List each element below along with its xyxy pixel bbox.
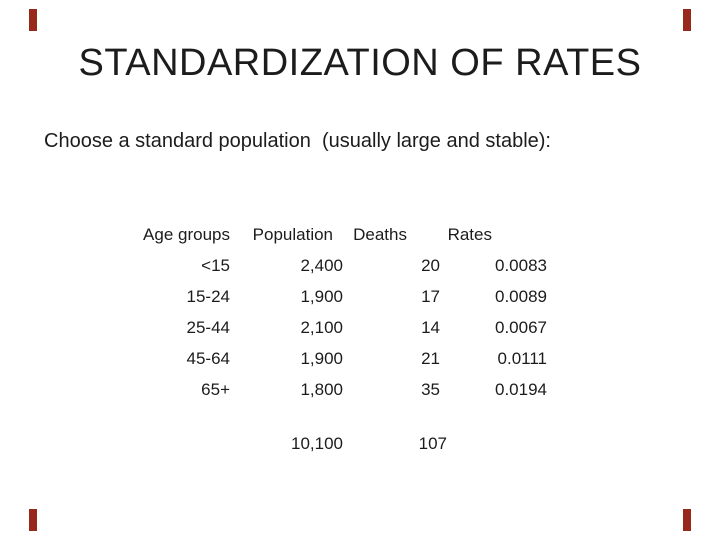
age-group-value: 25-44 bbox=[186, 318, 230, 337]
edge-dash-bottom-right-icon bbox=[683, 509, 691, 531]
table-row: 45-64 1,900 21 0.0111 bbox=[135, 348, 547, 379]
deaths-value: 20 bbox=[421, 256, 440, 275]
edge-dash-top-right-icon bbox=[683, 9, 691, 31]
table-totals-row: 10,100 107 bbox=[135, 433, 547, 464]
total-population-value: 10,100 bbox=[291, 434, 343, 453]
edge-dash-bottom-left-icon bbox=[29, 509, 37, 531]
table-row: 65+ 1,800 35 0.0194 bbox=[135, 379, 547, 410]
deaths-value: 35 bbox=[421, 380, 440, 399]
age-group-value: <15 bbox=[201, 256, 230, 275]
age-group-value: 45-64 bbox=[186, 349, 230, 368]
header-age-groups: Age groups bbox=[143, 225, 230, 244]
population-value: 2,100 bbox=[300, 318, 343, 337]
header-deaths: Deaths bbox=[353, 225, 407, 244]
deaths-value: 17 bbox=[421, 287, 440, 306]
rate-value: 0.0067 bbox=[495, 318, 547, 337]
population-value: 1,900 bbox=[300, 287, 343, 306]
slide-subtitle: Choose a standard population (usually la… bbox=[44, 130, 551, 152]
edge-dash-top-left-icon bbox=[29, 9, 37, 31]
rate-value: 0.0089 bbox=[495, 287, 547, 306]
rate-value: 0.0194 bbox=[495, 380, 547, 399]
rate-value: 0.0083 bbox=[495, 256, 547, 275]
population-value: 2,400 bbox=[300, 256, 343, 275]
rate-value: 0.0111 bbox=[497, 349, 547, 368]
population-value: 1,900 bbox=[300, 349, 343, 368]
table-row: 25-44 2,100 14 0.0067 bbox=[135, 317, 547, 348]
table-header-row: Age groups Population Deaths Rates bbox=[135, 224, 547, 255]
header-population: Population bbox=[252, 225, 333, 244]
standard-population-table: Age groups Population Deaths Rates <15 2… bbox=[135, 224, 547, 464]
population-value: 1,800 bbox=[300, 380, 343, 399]
age-group-value: 65+ bbox=[201, 380, 230, 399]
slide-title: STANDARDIZATION OF RATES bbox=[78, 42, 642, 84]
deaths-value: 21 bbox=[421, 349, 440, 368]
age-group-value: 15-24 bbox=[186, 287, 230, 306]
table-spacer bbox=[135, 410, 547, 433]
total-deaths-value: 107 bbox=[418, 434, 447, 453]
table-row: <15 2,400 20 0.0083 bbox=[135, 255, 547, 286]
deaths-value: 14 bbox=[421, 318, 440, 337]
header-rates: Rates bbox=[447, 225, 492, 244]
table-row: 15-24 1,900 17 0.0089 bbox=[135, 286, 547, 317]
